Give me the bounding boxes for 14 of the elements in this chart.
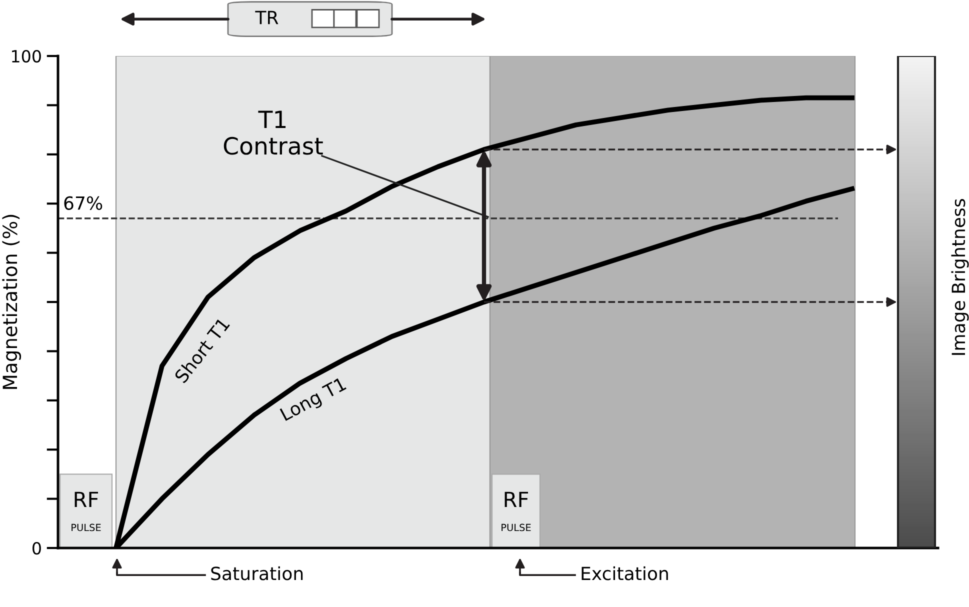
text: Saturation — [211, 566, 303, 580]
text: TR — [255, 10, 278, 24]
annotation: PULSE — [72, 524, 101, 532]
ref-line-label: 67% — [64, 196, 102, 210]
annotation: RF — [504, 492, 528, 508]
y-axis-title: Magnetization (%) — [2, 214, 22, 389]
y-tick-label: 0 — [32, 542, 41, 555]
text: Long T1 — [280, 377, 348, 424]
y-tick-label: 100 — [12, 50, 41, 63]
annotation: RF — [74, 492, 98, 508]
annotation: T1 Contrast — [224, 110, 323, 155]
color-bar-title: Image Brightness — [951, 199, 969, 355]
annotation: PULSE — [502, 524, 531, 532]
text: Excitation — [582, 566, 668, 580]
